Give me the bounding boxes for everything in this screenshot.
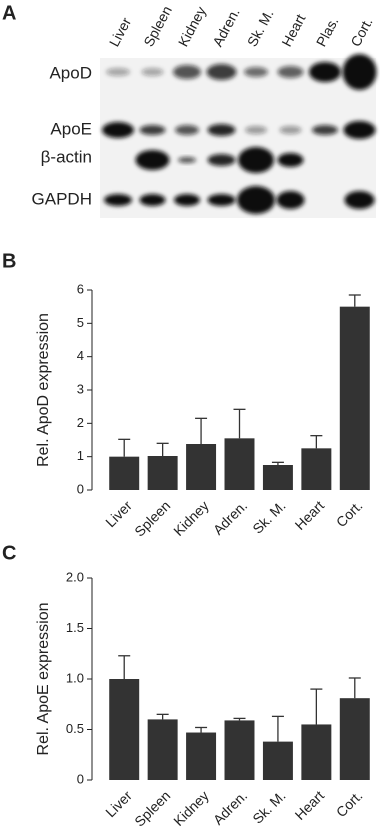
x-tick-label: Sk. M. (249, 497, 288, 536)
panel-label: B (2, 250, 16, 272)
blot-band (141, 68, 164, 76)
x-tick-label: Cort. (333, 787, 366, 820)
blot-band (312, 125, 338, 135)
blot-band (135, 150, 170, 170)
y-tick-label: 0 (77, 481, 84, 496)
bar (262, 465, 293, 490)
x-tick-label: Kidney (170, 497, 212, 539)
bar (147, 719, 178, 780)
x-tick-label: Adren. (210, 787, 250, 827)
x-tick-label: Spleen (131, 787, 173, 829)
blot-band (279, 126, 302, 134)
lane-label: Heart (278, 11, 308, 49)
blot-band (277, 66, 304, 78)
blot-band (175, 125, 199, 135)
x-tick-label: Liver (102, 497, 135, 530)
y-tick-label: 1 (77, 448, 84, 463)
blot-band (207, 124, 236, 136)
y-axis-label: Rel. ApoD expression (35, 313, 52, 467)
bar (262, 741, 293, 780)
blot-background (100, 58, 376, 218)
x-tick-label: Heart (292, 787, 328, 823)
panel-label: A (2, 2, 16, 24)
blot-band (207, 194, 236, 206)
y-axis-label: Rel. ApoE expression (35, 603, 52, 756)
lane-label: Cort. (347, 15, 375, 49)
lane-label: Plas. (313, 14, 342, 49)
blot-band (344, 191, 375, 209)
y-tick-label: 1.0 (66, 670, 84, 685)
blot-band (276, 191, 305, 209)
lane-label: Kidney (175, 4, 209, 49)
blot-band (244, 67, 268, 77)
x-tick-label: Sk. M. (249, 787, 288, 826)
bar (339, 306, 370, 490)
blot-band (237, 186, 275, 214)
y-tick-label: 2.0 (66, 569, 84, 584)
row-label: ApoE (50, 119, 92, 138)
lane-label: Sk. M. (244, 7, 277, 50)
x-tick-label: Kidney (170, 787, 212, 829)
y-tick-label: 5 (77, 315, 84, 330)
bar (109, 679, 140, 780)
blot-band (106, 68, 130, 76)
x-tick-label: Spleen (131, 497, 173, 539)
bar (301, 448, 332, 490)
row-label: ApoD (49, 63, 92, 82)
y-tick-label: 0 (77, 771, 84, 786)
bar (186, 732, 217, 780)
blot-band (104, 194, 132, 206)
blot-band (174, 194, 200, 206)
blot-band (342, 54, 377, 90)
y-tick-label: 1.5 (66, 620, 84, 635)
bar (224, 720, 255, 780)
blot-band (309, 62, 341, 82)
y-tick-label: 3 (77, 381, 84, 396)
x-tick-label: Heart (292, 497, 328, 533)
blot-band (245, 126, 267, 134)
blot-band (139, 194, 166, 206)
x-tick-label: Liver (102, 787, 135, 820)
blot-band (206, 64, 237, 80)
bar (224, 438, 255, 490)
blot-band (173, 65, 201, 79)
bar (339, 698, 370, 780)
bar (186, 444, 217, 490)
lane-label: Liver (106, 15, 135, 50)
lane-label: Spleen (140, 3, 175, 49)
x-tick-label: Adren. (210, 497, 250, 537)
y-tick-label: 4 (77, 348, 84, 363)
blot-band (238, 147, 274, 173)
row-label: β-actin (41, 147, 92, 166)
blot-band (207, 154, 236, 166)
y-tick-label: 2 (77, 415, 84, 430)
blot-band (277, 153, 304, 167)
blot-band (139, 125, 166, 135)
x-tick-label: Cort. (333, 497, 366, 530)
bar (147, 456, 178, 490)
y-tick-label: 0.5 (66, 721, 84, 736)
blot-band (343, 121, 376, 139)
lane-label: Adren. (209, 5, 242, 49)
y-tick-label: 6 (77, 281, 84, 296)
row-label: GAPDH (32, 189, 92, 208)
bar (109, 456, 140, 490)
blot-band (102, 122, 134, 138)
blot-band (178, 157, 196, 163)
bar (301, 724, 332, 780)
panel-label: C (2, 542, 16, 564)
